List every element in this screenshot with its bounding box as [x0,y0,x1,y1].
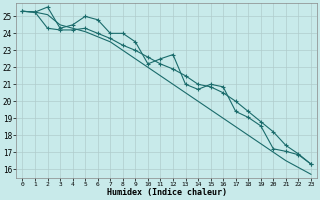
X-axis label: Humidex (Indice chaleur): Humidex (Indice chaleur) [107,188,227,197]
